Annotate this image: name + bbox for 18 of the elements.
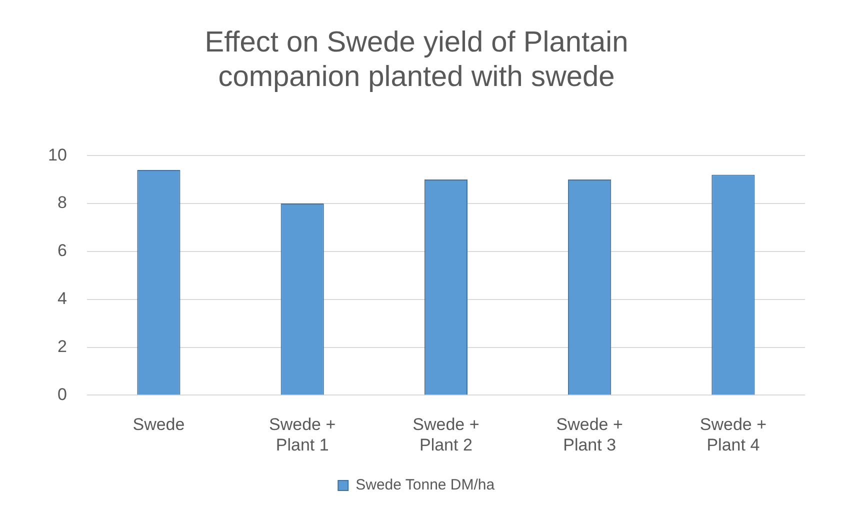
y-tick-label: 6 <box>57 241 67 260</box>
y-tick-label: 0 <box>57 384 67 404</box>
text: Effect on Swede yield of Plantain <box>204 26 628 58</box>
category-label: Swede + <box>412 415 480 434</box>
legend-label: Swede Tonne DM/ha <box>356 476 496 494</box>
y-tick-label: 2 <box>57 336 67 356</box>
y-tick-label: 10 <box>48 145 67 164</box>
category-label: Swede + <box>556 415 623 434</box>
category-label: Plant 4 <box>706 435 760 454</box>
y-tick-label: 4 <box>57 289 67 308</box>
category-label: Swede + <box>269 415 336 434</box>
y-tick-label: 8 <box>57 193 67 212</box>
category-label: Swede + <box>700 415 767 434</box>
category-label: Plant 3 <box>563 435 616 454</box>
category-label: Plant 1 <box>276 435 329 454</box>
category-label: Swede <box>132 415 185 434</box>
category-label: Plant 2 <box>419 435 472 454</box>
text: companion planted with swede <box>218 61 615 94</box>
